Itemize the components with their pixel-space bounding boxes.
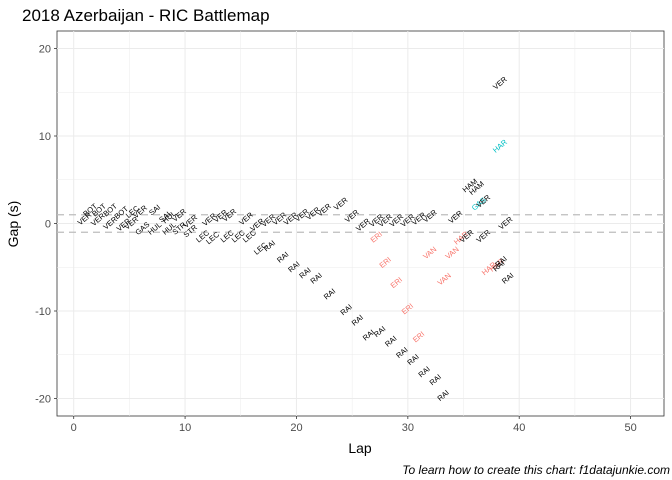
x-tick-label: 50 xyxy=(624,422,636,434)
x-tick-label: 10 xyxy=(179,422,191,434)
x-tick-label: 30 xyxy=(402,422,414,434)
y-tick-label: -10 xyxy=(35,306,51,318)
x-tick-label: 20 xyxy=(290,422,302,434)
x-axis-ticks: 0 10 20 30 40 50 xyxy=(71,416,637,434)
reference-lines xyxy=(57,214,664,233)
y-tick-label: -20 xyxy=(35,394,51,406)
chart-title: 2018 Azerbaijan - RIC Battlemap xyxy=(22,6,270,25)
chart-caption: To learn how to create this chart: f1dat… xyxy=(402,463,670,477)
y-tick-label: 10 xyxy=(39,131,51,143)
x-tick-label: 40 xyxy=(513,422,525,434)
y-tick-label: 20 xyxy=(39,44,51,56)
y-tick-label: 0 xyxy=(45,219,51,231)
y-axis-label: Gap (s) xyxy=(5,201,21,248)
y-axis-ticks: -20 -10 0 10 20 xyxy=(35,44,57,406)
minor-gridlines xyxy=(57,31,664,416)
major-gridlines xyxy=(57,31,664,416)
x-tick-label: 0 xyxy=(71,422,77,434)
x-axis-label: Lap xyxy=(348,440,372,456)
